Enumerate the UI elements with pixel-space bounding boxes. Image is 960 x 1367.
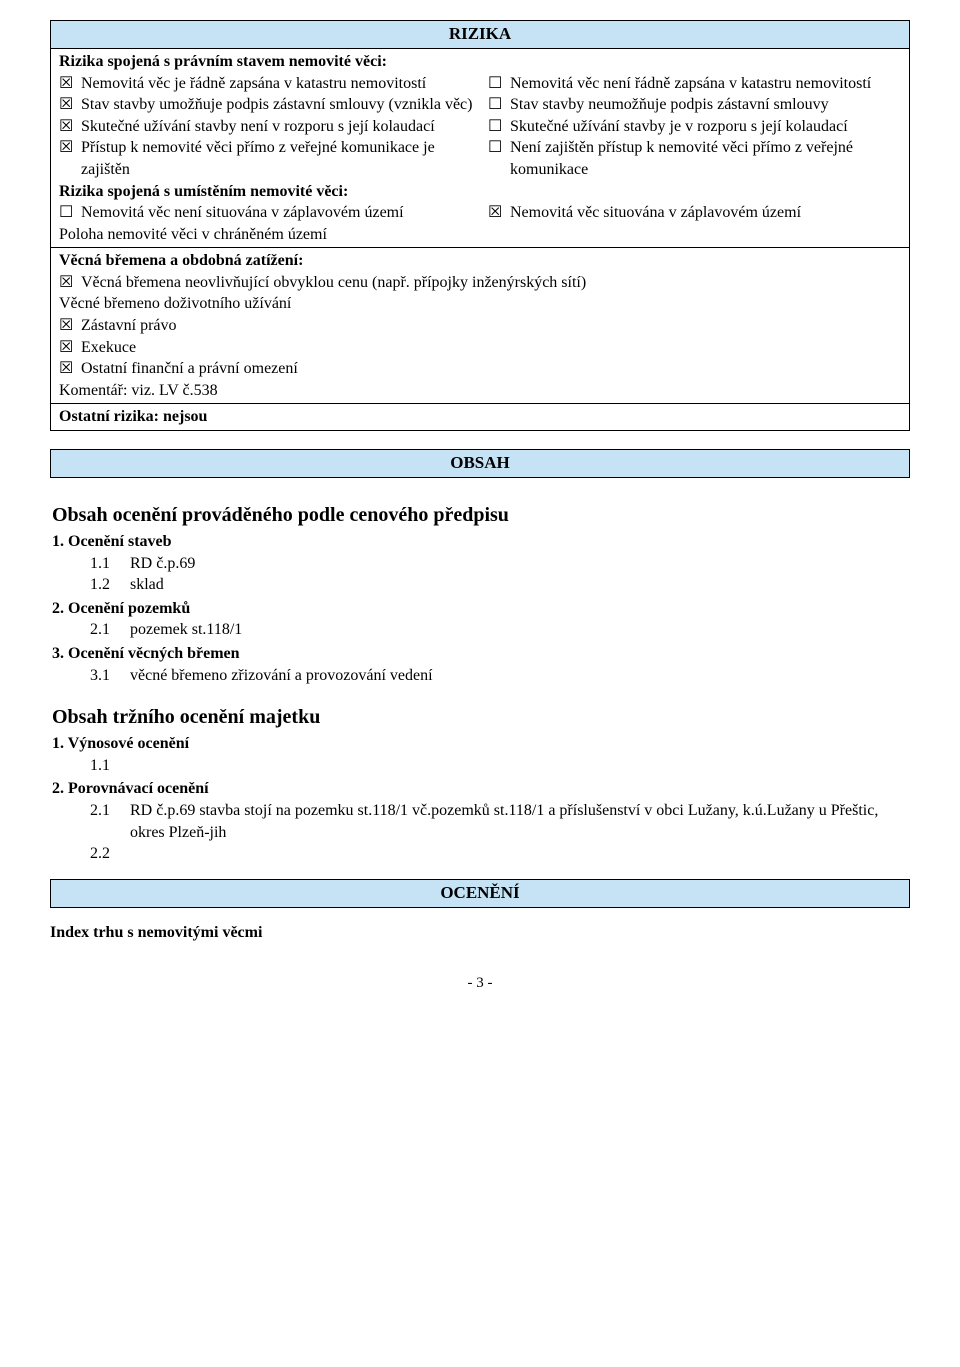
- obsah-heading-a: Obsah ocenění prováděného podle cenového…: [52, 502, 910, 529]
- checkbox-item: ☐Nemovitá věc není situována v záplavové…: [59, 202, 474, 224]
- obsah-s1: 1. Ocenění staveb: [52, 531, 910, 553]
- sub-label: pozemek st.118/1: [130, 619, 910, 641]
- rizika-box: RIZIKA Rizika spojená s právním stavem n…: [50, 20, 910, 431]
- checkbox-item: ☒Věcná břemena neovlivňující obvyklou ce…: [59, 272, 903, 294]
- item-text: Skutečné užívání stavby je v rozporu s j…: [510, 116, 903, 138]
- item-text: Nemovitá věc situována v záplavovém územ…: [510, 202, 903, 224]
- rizika-sec1-row: Rizika spojená s právním stavem nemovité…: [51, 49, 909, 248]
- checkbox-icon: ☐: [488, 137, 510, 159]
- rizika-sec1-title: Rizika spojená s právním stavem nemovité…: [59, 51, 474, 73]
- checkbox-item: ☒Zástavní právo: [59, 315, 903, 337]
- sub-label: [130, 843, 910, 865]
- checkbox-item: ☐Není zajištěn přístup k nemovité věci p…: [488, 137, 903, 180]
- checkbox-item: ☒Přístup k nemovité věci přímo z veřejné…: [59, 137, 474, 180]
- sub-num: 1.1: [90, 553, 130, 575]
- item-text: Skutečné užívání stavby není v rozporu s…: [81, 116, 474, 138]
- checkbox-item: ☒Ostatní finanční a právní omezení: [59, 358, 903, 380]
- plain-text: Věcné břemeno doživotního užívání: [59, 293, 903, 315]
- sub-label: sklad: [130, 574, 910, 596]
- sub-num: 2.1: [90, 619, 130, 641]
- oceneni-title: OCENĚNÍ: [50, 879, 910, 908]
- checkbox-icon: ☒: [59, 337, 81, 359]
- checkbox-icon: ☒: [59, 137, 81, 159]
- checkbox-item: ☐Nemovitá věc není řádně zapsána v katas…: [488, 73, 903, 95]
- rizika-sec1-right: ☐Nemovitá věc není řádně zapsána v katas…: [480, 49, 909, 247]
- page-footer: - 3 -: [50, 973, 910, 993]
- sub-label: [130, 755, 910, 777]
- item-text: Nemovitá věc je řádně zapsána v katastru…: [81, 73, 474, 95]
- checkbox-item: ☒Exekuce: [59, 337, 903, 359]
- rizika-sec3-title: Věcná břemena a obdobná zatížení:: [59, 250, 903, 272]
- obsah-subitem: 2.1pozemek st.118/1: [52, 619, 910, 641]
- checkbox-item: ☒Skutečné užívání stavby není v rozporu …: [59, 116, 474, 138]
- checkbox-item: ☐Skutečné užívání stavby je v rozporu s …: [488, 116, 903, 138]
- obsah-heading-b: Obsah tržního ocenění majetku: [52, 704, 910, 731]
- obsah-subitem: 2.2: [52, 843, 910, 865]
- checkbox-item: ☒Nemovitá věc situována v záplavovém úze…: [488, 202, 903, 224]
- obsah-subitem: 3.1věcné břemeno zřizování a provozování…: [52, 665, 910, 687]
- obsah-title: OBSAH: [51, 450, 909, 477]
- obsah-subitem: 1.1: [52, 755, 910, 777]
- checkbox-item: ☒Nemovitá věc je řádně zapsána v katastr…: [59, 73, 474, 95]
- checkbox-icon: ☒: [59, 116, 81, 138]
- checkbox-icon: ☒: [488, 202, 510, 224]
- checkbox-icon: ☒: [59, 358, 81, 380]
- sub-num: 3.1: [90, 665, 130, 687]
- obsah-box: OBSAH: [50, 449, 910, 478]
- checkbox-icon: ☒: [59, 73, 81, 95]
- item-text: Není zajištěn přístup k nemovité věci př…: [510, 137, 903, 180]
- item-text: Ostatní finanční a právní omezení: [81, 358, 903, 380]
- obsah-body: Obsah ocenění prováděného podle cenového…: [50, 496, 910, 865]
- checkbox-icon: ☒: [59, 272, 81, 294]
- sub-num: 1.1: [90, 755, 130, 777]
- item-text: Nemovitá věc není situována v záplavovém…: [81, 202, 474, 224]
- obsah-s2: 2. Ocenění pozemků: [52, 598, 910, 620]
- sub-label: RD č.p.69 stavba stojí na pozemku st.118…: [130, 800, 910, 843]
- sub-label: RD č.p.69: [130, 553, 910, 575]
- plain-text: Poloha nemovité věci v chráněném území: [59, 224, 474, 246]
- sub-num: 2.1: [90, 800, 130, 843]
- sub-num: 2.2: [90, 843, 130, 865]
- item-text: Stav stavby umožňuje podpis zástavní sml…: [81, 94, 474, 116]
- checkbox-icon: ☒: [59, 315, 81, 337]
- oceneni-line: Index trhu s nemovitými věcmi: [50, 922, 910, 944]
- rizika-sec2-title: Rizika spojená s umístěním nemovité věci…: [59, 181, 474, 203]
- comment-text: Komentář: viz. LV č.538: [59, 380, 903, 402]
- sub-label: věcné břemeno zřizování a provozování ve…: [130, 665, 910, 687]
- obsah-subitem: 1.2sklad: [52, 574, 910, 596]
- checkbox-icon: ☐: [488, 94, 510, 116]
- rizika-sec3: Věcná břemena a obdobná zatížení: ☒Věcná…: [51, 248, 909, 404]
- rizika-sec4: Ostatní rizika: nejsou: [51, 404, 909, 430]
- rizika-title: RIZIKA: [51, 21, 909, 49]
- sub-num: 1.2: [90, 574, 130, 596]
- obsah-subitem: 1.1RD č.p.69: [52, 553, 910, 575]
- item-text: Exekuce: [81, 337, 903, 359]
- obsah-t2: 2. Porovnávací ocenění: [52, 778, 910, 800]
- item-text: Věcná břemena neovlivňující obvyklou cen…: [81, 272, 903, 294]
- obsah-t1: 1. Výnosové ocenění: [52, 733, 910, 755]
- checkbox-icon: ☐: [488, 73, 510, 95]
- checkbox-item: ☐Stav stavby neumožňuje podpis zástavní …: [488, 94, 903, 116]
- item-text: Přístup k nemovité věci přímo z veřejné …: [81, 137, 474, 180]
- item-text: Zástavní právo: [81, 315, 903, 337]
- item-text: Stav stavby neumožňuje podpis zástavní s…: [510, 94, 903, 116]
- checkbox-item: ☒Stav stavby umožňuje podpis zástavní sm…: [59, 94, 474, 116]
- obsah-subitem: 2.1RD č.p.69 stavba stojí na pozemku st.…: [52, 800, 910, 843]
- checkbox-icon: ☐: [488, 116, 510, 138]
- checkbox-icon: ☒: [59, 94, 81, 116]
- rizika-sec1-left: Rizika spojená s právním stavem nemovité…: [51, 49, 480, 247]
- obsah-s3: 3. Ocenění věcných břemen: [52, 643, 910, 665]
- checkbox-icon: ☐: [59, 202, 81, 224]
- item-text: Nemovitá věc není řádně zapsána v katast…: [510, 73, 903, 95]
